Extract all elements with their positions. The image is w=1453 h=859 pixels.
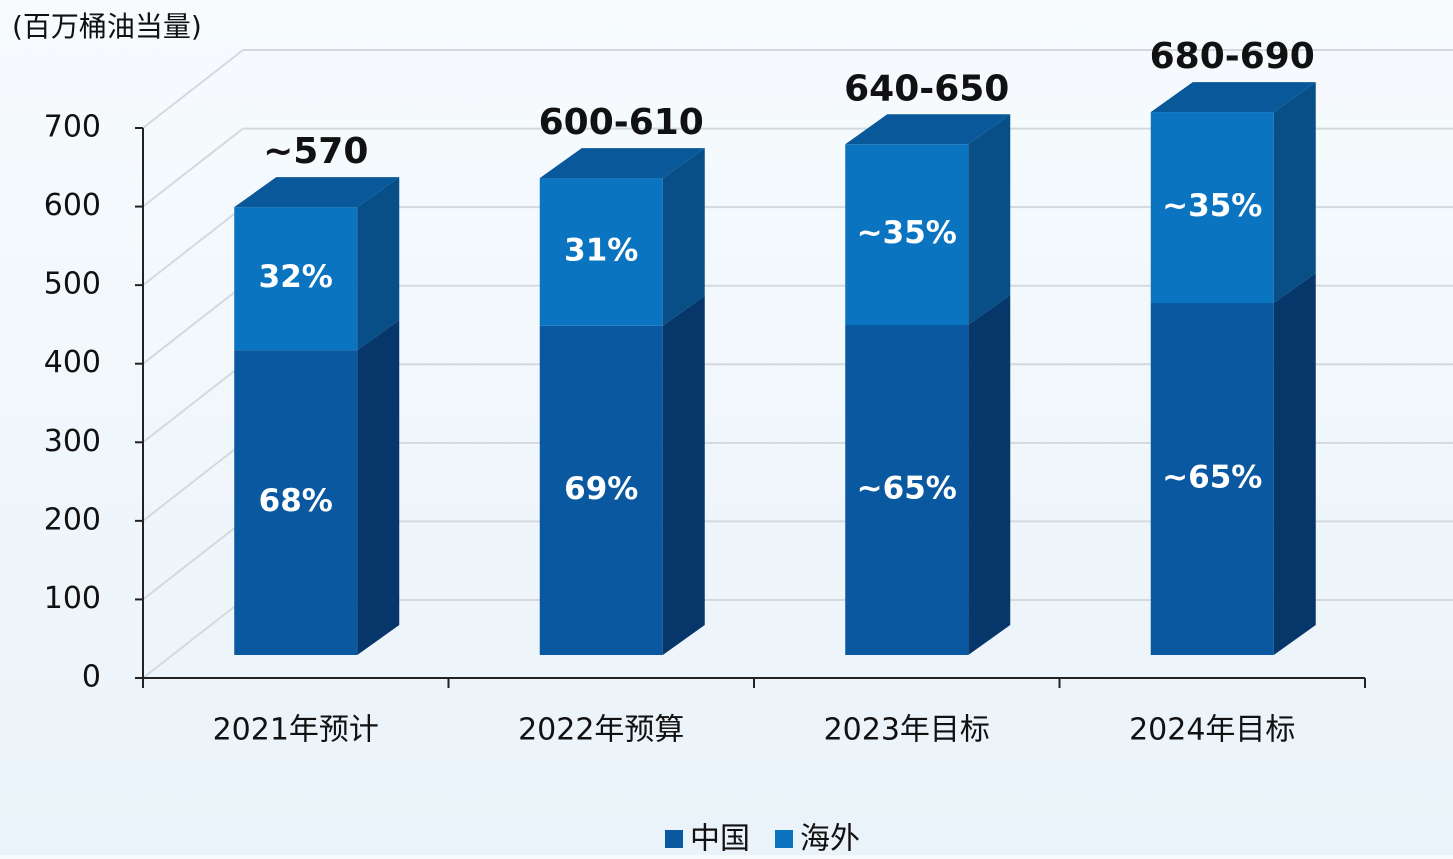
legend-label: 中国 bbox=[690, 822, 750, 856]
grid-line bbox=[142, 206, 244, 286]
grid-line bbox=[142, 49, 244, 129]
bar-side bbox=[662, 148, 705, 326]
bar-side bbox=[1273, 273, 1316, 655]
bar-top bbox=[234, 177, 400, 208]
share-label: ~35% bbox=[1162, 188, 1262, 224]
share-label: 32% bbox=[259, 259, 333, 295]
grid-line bbox=[142, 599, 244, 679]
share-label: 68% bbox=[259, 483, 333, 519]
y-tick-label: 100 bbox=[44, 581, 101, 616]
grid-line bbox=[142, 442, 244, 522]
share-label: ~65% bbox=[1162, 460, 1262, 496]
x-tick-label: 2024年目标 bbox=[1129, 713, 1295, 748]
y-tick-label: 0 bbox=[82, 660, 101, 695]
bar-segment bbox=[1150, 112, 1274, 303]
bar-top bbox=[1150, 82, 1316, 113]
bar-side bbox=[357, 177, 400, 351]
y-tick-label: 500 bbox=[44, 267, 101, 302]
share-label: ~65% bbox=[857, 471, 957, 507]
bar-side bbox=[1273, 82, 1316, 303]
bar-side bbox=[968, 295, 1011, 655]
grid-line bbox=[142, 520, 244, 601]
x-tick-label: 2021年预计 bbox=[213, 713, 379, 748]
bar-segment bbox=[845, 325, 969, 655]
total-label: 600-610 bbox=[539, 102, 704, 143]
bar-segment bbox=[234, 350, 358, 655]
bar-side bbox=[662, 295, 705, 655]
y-tick-label: 200 bbox=[44, 502, 101, 537]
share-label: ~35% bbox=[857, 215, 957, 251]
grid-line bbox=[142, 284, 244, 365]
share-label: 69% bbox=[564, 471, 638, 507]
bar-top bbox=[845, 114, 1011, 145]
share-label: 31% bbox=[564, 232, 638, 268]
y-tick-label: 400 bbox=[44, 345, 101, 380]
x-tick-label: 2023年目标 bbox=[824, 713, 990, 748]
total-label: 640-650 bbox=[844, 68, 1009, 109]
bar-segment bbox=[539, 178, 663, 326]
y-tick-label: 600 bbox=[44, 188, 101, 223]
y-tick-label: 300 bbox=[44, 424, 101, 459]
bar-segment bbox=[234, 207, 358, 351]
bar-segment bbox=[1150, 303, 1274, 655]
bar-side bbox=[968, 114, 1011, 326]
bar-segment bbox=[539, 325, 663, 655]
y-tick-label: 700 bbox=[44, 110, 101, 145]
total-label: ~570 bbox=[263, 131, 368, 172]
total-label: 680-690 bbox=[1150, 36, 1315, 77]
legend-label: 海外 bbox=[800, 822, 860, 856]
grid-line bbox=[142, 127, 244, 208]
unit-label: (百万桶油当量) bbox=[12, 10, 202, 43]
grid-line bbox=[142, 363, 244, 444]
legend-swatch bbox=[775, 830, 793, 848]
bar-segment bbox=[845, 144, 969, 325]
x-tick-label: 2022年预算 bbox=[518, 713, 684, 748]
bar-side bbox=[357, 320, 400, 655]
bar-top bbox=[539, 148, 705, 179]
legend-swatch bbox=[665, 830, 683, 848]
